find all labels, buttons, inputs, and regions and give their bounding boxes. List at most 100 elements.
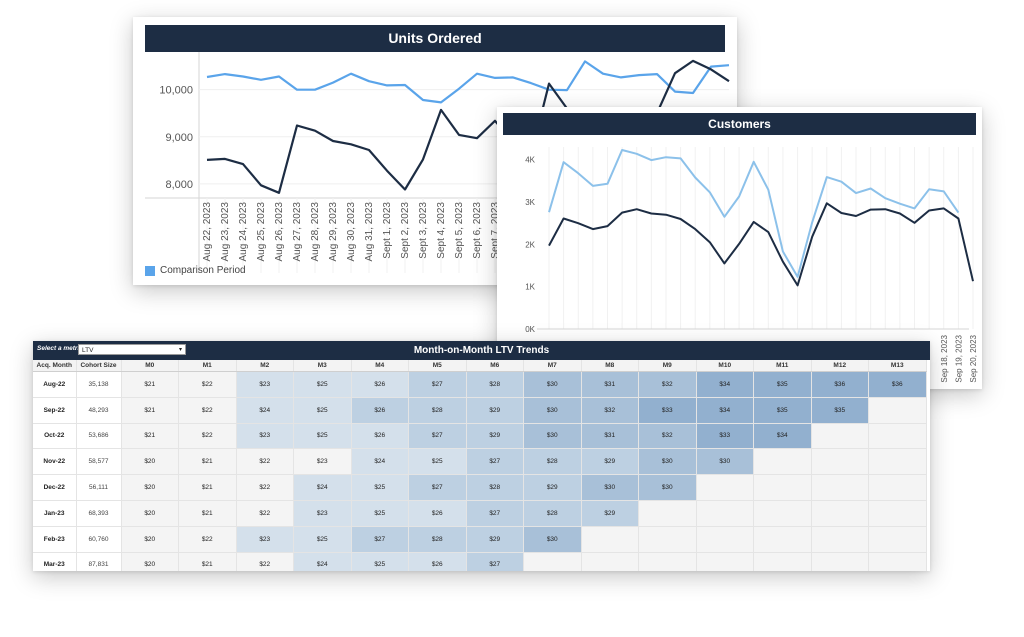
ltv-value-cell[interactable]: $30: [523, 423, 582, 450]
ltv-value-cell[interactable]: $25: [293, 526, 352, 553]
column-header[interactable]: M12: [811, 360, 869, 372]
ltv-value-cell[interactable]: $32: [638, 371, 697, 398]
ltv-value-cell[interactable]: $32: [638, 423, 697, 450]
empty-cell[interactable]: [811, 552, 869, 571]
ltv-value-cell[interactable]: $21: [178, 448, 237, 476]
empty-cell[interactable]: [638, 500, 697, 527]
ltv-value-cell[interactable]: $26: [408, 552, 467, 571]
column-header[interactable]: Acq. Month: [33, 360, 77, 372]
empty-cell[interactable]: [523, 552, 582, 571]
ltv-value-cell[interactable]: $21: [178, 474, 237, 501]
ltv-value-cell[interactable]: $23: [293, 500, 352, 527]
empty-cell[interactable]: [868, 526, 927, 553]
ltv-value-cell[interactable]: $22: [236, 448, 294, 476]
column-header[interactable]: M10: [696, 360, 754, 372]
ltv-value-cell[interactable]: $21: [178, 552, 237, 571]
ltv-value-cell[interactable]: $22: [178, 397, 237, 424]
ltv-value-cell[interactable]: $27: [408, 371, 467, 398]
column-header[interactable]: M4: [351, 360, 409, 372]
ltv-value-cell[interactable]: $20: [121, 474, 179, 501]
units-ordered-chart[interactable]: 10,000 9,000 8,000 Aug 22, 2023 Aug 23, 2023…: [133, 17, 737, 285]
empty-cell[interactable]: [868, 500, 927, 527]
empty-cell[interactable]: [696, 552, 754, 571]
empty-cell[interactable]: [638, 526, 697, 553]
ltv-value-cell[interactable]: $29: [466, 526, 524, 553]
ltv-value-cell[interactable]: $29: [466, 397, 524, 424]
ltv-value-cell[interactable]: $26: [351, 371, 409, 398]
empty-cell[interactable]: [581, 552, 639, 571]
metric-select[interactable]: LTV ▾: [78, 344, 186, 355]
ltv-value-cell[interactable]: $22: [178, 371, 237, 398]
ltv-value-cell[interactable]: $30: [523, 371, 582, 398]
ltv-value-cell[interactable]: $27: [466, 448, 524, 476]
empty-cell[interactable]: [696, 526, 754, 553]
ltv-value-cell[interactable]: $22: [178, 526, 237, 553]
column-header[interactable]: M5: [408, 360, 467, 372]
empty-cell[interactable]: [811, 500, 869, 527]
ltv-value-cell[interactable]: $20: [121, 500, 179, 527]
ltv-value-cell[interactable]: $23: [236, 371, 294, 398]
column-header[interactable]: M3: [293, 360, 352, 372]
ltv-value-cell[interactable]: $25: [293, 423, 352, 450]
empty-cell[interactable]: [868, 423, 927, 450]
chevron-down-icon[interactable]: ▾: [178, 347, 182, 353]
ltv-value-cell[interactable]: $24: [236, 397, 294, 424]
ltv-value-cell[interactable]: $30: [581, 474, 639, 501]
empty-cell[interactable]: [811, 423, 869, 450]
ltv-value-cell[interactable]: $20: [121, 552, 179, 571]
ltv-value-cell[interactable]: $28: [466, 371, 524, 398]
ltv-value-cell[interactable]: $28: [523, 448, 582, 476]
empty-cell[interactable]: [811, 526, 869, 553]
ltv-value-cell[interactable]: $25: [351, 474, 409, 501]
ltv-value-cell[interactable]: $25: [351, 500, 409, 527]
ltv-value-cell[interactable]: $26: [408, 500, 467, 527]
ltv-value-cell[interactable]: $29: [581, 448, 639, 476]
ltv-value-cell[interactable]: $25: [408, 448, 467, 476]
ltv-value-cell[interactable]: $22: [236, 500, 294, 527]
empty-cell[interactable]: [811, 474, 869, 501]
ltv-value-cell[interactable]: $23: [236, 423, 294, 450]
ltv-value-cell[interactable]: $30: [523, 526, 582, 553]
column-header[interactable]: M6: [466, 360, 524, 372]
ltv-value-cell[interactable]: $35: [753, 371, 812, 398]
empty-cell[interactable]: [638, 552, 697, 571]
ltv-value-cell[interactable]: $33: [638, 397, 697, 424]
empty-cell[interactable]: [753, 474, 812, 501]
ltv-value-cell[interactable]: $30: [638, 474, 697, 501]
ltv-value-cell[interactable]: $29: [523, 474, 582, 501]
empty-cell[interactable]: [868, 397, 927, 424]
column-header[interactable]: M13: [868, 360, 927, 372]
ltv-value-cell[interactable]: $21: [178, 500, 237, 527]
units-legend[interactable]: Comparison Period: [145, 265, 246, 276]
ltv-value-cell[interactable]: $21: [121, 371, 179, 398]
ltv-value-cell[interactable]: $27: [351, 526, 409, 553]
ltv-value-cell[interactable]: $35: [811, 397, 869, 424]
empty-cell[interactable]: [811, 448, 869, 476]
ltv-value-cell[interactable]: $26: [351, 423, 409, 450]
column-header[interactable]: M7: [523, 360, 582, 372]
column-header[interactable]: M2: [236, 360, 294, 372]
column-header[interactable]: M11: [753, 360, 812, 372]
empty-cell[interactable]: [696, 474, 754, 501]
empty-cell[interactable]: [868, 474, 927, 501]
ltv-value-cell[interactable]: $23: [236, 526, 294, 553]
empty-cell[interactable]: [753, 526, 812, 553]
ltv-value-cell[interactable]: $30: [523, 397, 582, 424]
ltv-value-cell[interactable]: $28: [523, 500, 582, 527]
ltv-value-cell[interactable]: $21: [121, 397, 179, 424]
empty-cell[interactable]: [868, 552, 927, 571]
ltv-value-cell[interactable]: $30: [638, 448, 697, 476]
ltv-value-cell[interactable]: $23: [293, 448, 352, 476]
ltv-value-cell[interactable]: $22: [236, 552, 294, 571]
ltv-value-cell[interactable]: $28: [408, 526, 467, 553]
ltv-value-cell[interactable]: $32: [581, 397, 639, 424]
ltv-value-cell[interactable]: $29: [466, 423, 524, 450]
ltv-value-cell[interactable]: $25: [293, 397, 352, 424]
column-header[interactable]: M0: [121, 360, 179, 372]
empty-cell[interactable]: [753, 500, 812, 527]
ltv-value-cell[interactable]: $33: [696, 423, 754, 450]
ltv-value-cell[interactable]: $20: [121, 448, 179, 476]
empty-cell[interactable]: [868, 448, 927, 476]
ltv-value-cell[interactable]: $26: [351, 397, 409, 424]
ltv-value-cell[interactable]: $31: [581, 423, 639, 450]
